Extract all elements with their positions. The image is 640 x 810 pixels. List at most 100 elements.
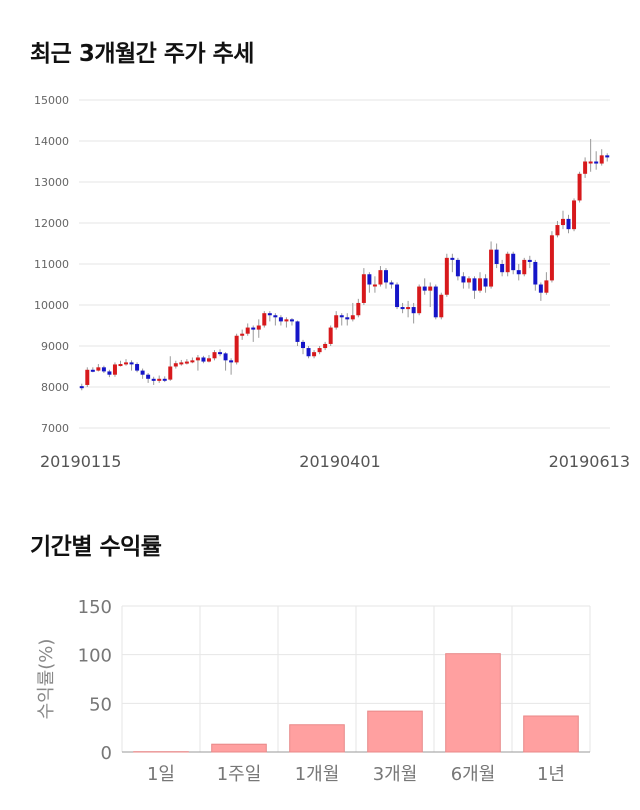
candle-body: [328, 327, 333, 344]
candle-body: [428, 286, 433, 291]
candle-body: [157, 378, 162, 381]
candle-body: [372, 284, 377, 287]
candle-body: [201, 357, 206, 362]
candle-body: [566, 218, 571, 230]
candle-body: [245, 327, 250, 334]
returns-y-tick-label: 150: [78, 597, 112, 618]
candle-body: [151, 378, 156, 381]
candle-body: [90, 369, 95, 372]
returns-title: 기간별 수익률: [30, 534, 162, 560]
candle-body: [444, 257, 449, 295]
candle-body: [112, 364, 117, 375]
candle-body: [489, 249, 494, 287]
price-y-tick-label: 12000: [34, 217, 69, 230]
candle-body: [361, 274, 366, 303]
candle-body: [107, 371, 112, 375]
returns-x-tick-label: 1개월: [295, 764, 340, 785]
candle-body: [422, 286, 427, 291]
candle-body: [179, 362, 184, 365]
returns-y-tick-label: 100: [78, 646, 112, 667]
candle-body: [483, 278, 488, 287]
returns-bar: [289, 724, 345, 753]
returns-y-axis-label: 수익률(%): [36, 639, 57, 720]
candle-body: [312, 352, 317, 357]
candle-body: [284, 319, 289, 322]
candle-body: [411, 307, 416, 314]
candle-body: [79, 386, 84, 389]
returns-bars: [133, 653, 579, 753]
candle-body: [140, 370, 145, 375]
candle-body: [168, 366, 173, 380]
candle-body: [472, 278, 477, 291]
returns-y-tick-label: 50: [89, 694, 112, 715]
candle-body: [356, 302, 361, 316]
candle-body: [96, 367, 101, 371]
candle-body: [317, 348, 322, 353]
returns-x-tick-label: 1일: [147, 764, 175, 785]
candle-body: [306, 348, 311, 357]
price-trend-title: 최근 3개월간 주가 추세: [30, 41, 254, 67]
candle-body: [240, 333, 245, 336]
candle-body: [389, 282, 394, 285]
candle-body: [417, 286, 422, 314]
candle-body: [273, 315, 278, 318]
candle-body: [383, 270, 388, 283]
candle-body: [395, 284, 400, 308]
candle-body: [527, 259, 532, 262]
candle-body: [223, 353, 228, 361]
price-y-tick-label: 15000: [34, 94, 69, 107]
candle-body: [85, 369, 90, 385]
candle-body: [234, 335, 239, 363]
candle-body: [588, 161, 593, 164]
candle-body: [538, 284, 543, 293]
candle-body: [450, 257, 455, 260]
price-y-tick-label: 9000: [41, 340, 69, 353]
price-y-tick-label: 7000: [41, 422, 69, 435]
candle-body: [516, 270, 521, 275]
candle-body: [478, 278, 483, 291]
candle-body: [195, 357, 200, 361]
candle-body: [101, 367, 106, 372]
candle-body: [511, 253, 516, 271]
candle-body: [500, 264, 505, 273]
candle-body: [173, 363, 178, 367]
candle-body: [184, 361, 189, 364]
candle-body: [544, 280, 549, 293]
candle-body: [323, 343, 328, 349]
candle-body: [206, 358, 211, 362]
returns-y-tick-label: 0: [101, 743, 112, 764]
candle-body: [605, 155, 610, 158]
candle-body: [533, 261, 538, 285]
candle-body: [560, 218, 565, 226]
candle-body: [433, 286, 438, 318]
candle-body: [577, 173, 582, 201]
candle-body: [135, 364, 140, 371]
returns-x-tick-label: 6개월: [451, 764, 496, 785]
candle-body: [251, 327, 256, 330]
price-candlestick-chart: 7000 8000 9000 10000 11000 12000 13000 14000 150…: [34, 94, 630, 471]
candle-body: [572, 200, 577, 230]
candle-body: [367, 274, 372, 285]
price-candles: [79, 138, 610, 391]
candle-body: [350, 315, 355, 320]
candle-body: [229, 360, 234, 363]
candle-body: [522, 259, 527, 275]
candle-body: [555, 225, 560, 236]
candle-body: [218, 352, 223, 355]
candle-body: [212, 352, 217, 359]
candle-body: [278, 317, 283, 322]
candle-body: [594, 161, 599, 164]
price-y-tick-label: 10000: [34, 299, 69, 312]
candle-body: [129, 362, 134, 365]
price-y-tick-label: 11000: [34, 258, 69, 271]
candle-body: [267, 313, 272, 316]
price-y-tick-label: 13000: [34, 176, 69, 189]
candle-body: [146, 374, 151, 379]
price-x-tick-label: 20190401: [299, 452, 380, 471]
price-x-tick-label: 20190613: [549, 452, 630, 471]
returns-bar: [445, 653, 501, 753]
candle-body: [162, 378, 167, 381]
candle-body: [549, 235, 554, 281]
returns-x-tick-label: 1주일: [217, 764, 262, 785]
candle-body: [190, 360, 195, 363]
